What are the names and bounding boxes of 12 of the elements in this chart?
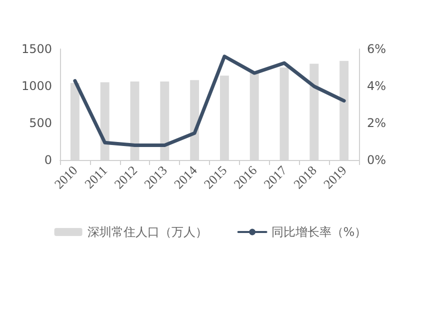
y-tick-label: 1000 xyxy=(21,79,52,93)
y2-tick-label: 2% xyxy=(367,116,386,130)
y-tick-label: 0 xyxy=(44,153,52,167)
line-series xyxy=(73,54,346,147)
legend-label: 同比增长率（%） xyxy=(271,225,367,239)
y2-tick-label: 4% xyxy=(367,79,386,93)
y-tick-label: 500 xyxy=(29,116,52,130)
legend-label: 深圳常住人口（万人） xyxy=(87,225,208,239)
y2-tick-label: 0% xyxy=(367,153,386,167)
y2-tick-label: 6% xyxy=(367,42,386,56)
y-tick-label: 1500 xyxy=(21,42,52,56)
x-tick-label: 2011 xyxy=(82,162,110,192)
